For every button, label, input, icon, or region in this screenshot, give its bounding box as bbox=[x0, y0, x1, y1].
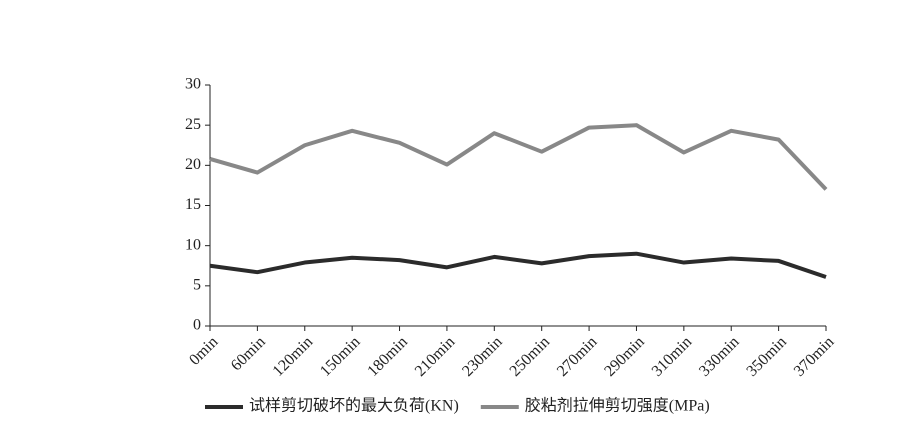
legend-label: 胶粘剂拉伸剪切强度(MPa) bbox=[525, 397, 710, 415]
x-tick-label: 230min bbox=[459, 333, 506, 380]
y-tick-label: 15 bbox=[185, 196, 201, 213]
x-tick-label: 270min bbox=[554, 333, 601, 380]
y-tick-label: 10 bbox=[185, 236, 201, 253]
y-tick-label: 30 bbox=[185, 76, 201, 93]
y-tick-label: 0 bbox=[193, 317, 201, 334]
y-tick-label: 5 bbox=[193, 277, 201, 294]
x-tick-label: 180min bbox=[364, 333, 411, 380]
x-tick-label: 0min bbox=[186, 333, 221, 368]
x-tick-label: 210min bbox=[412, 333, 459, 380]
x-tick-label: 330min bbox=[696, 333, 743, 380]
x-tick-label: 60min bbox=[228, 333, 269, 374]
y-tick-label: 20 bbox=[185, 156, 201, 173]
x-tick-label: 290min bbox=[601, 333, 648, 380]
y-tick-label: 25 bbox=[185, 116, 201, 133]
series-line bbox=[209, 251, 827, 279]
x-tick-label: 370min bbox=[791, 333, 838, 380]
x-tick-label: 350min bbox=[743, 333, 790, 380]
x-tick-label: 310min bbox=[649, 333, 696, 380]
legend-label: 试样剪切破坏的最大负荷(KN) bbox=[249, 397, 459, 415]
x-tick-label: 250min bbox=[507, 333, 554, 380]
series-line bbox=[209, 123, 828, 191]
x-tick-label: 120min bbox=[270, 333, 317, 380]
x-tick-label: 150min bbox=[317, 333, 364, 380]
